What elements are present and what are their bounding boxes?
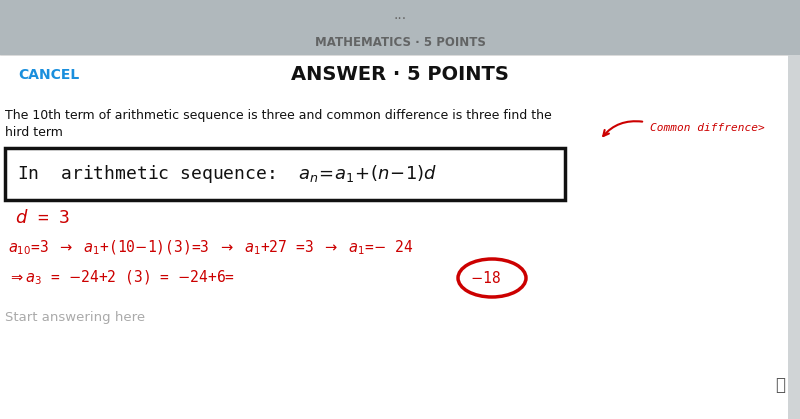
Text: $\Rightarrow$$a_3$ = $-$24+2 (3) = $-$24+6=: $\Rightarrow$$a_3$ = $-$24+2 (3) = $-$24…	[8, 269, 235, 287]
Text: $-$18: $-$18	[470, 270, 501, 286]
Text: Common diffrence>: Common diffrence>	[650, 123, 765, 133]
Text: CANCEL: CANCEL	[18, 68, 79, 82]
Text: Start answering here: Start answering here	[5, 311, 145, 324]
Bar	[0, 55, 800, 419]
Text: In  arithmetic sequence:  $a_n\!=\!a_1\!+\!(n\!-\!1)d$: In arithmetic sequence: $a_n\!=\!a_1\!+\…	[17, 163, 437, 185]
Text: $a_{10}$=3 $\rightarrow$ $a_1$+(10$-$1)(3)=3 $\rightarrow$ $a_1$+27 =3 $\rightar: $a_{10}$=3 $\rightarrow$ $a_1$+(10$-$1)(…	[8, 239, 413, 257]
Text: ANSWER · 5 POINTS: ANSWER · 5 POINTS	[291, 65, 509, 85]
Bar	[5, 148, 565, 200]
Bar	[788, 55, 800, 419]
Text: ...: ...	[394, 8, 406, 22]
Text: MATHEMATICS · 5 POINTS: MATHEMATICS · 5 POINTS	[314, 36, 486, 49]
Text: The 10th term of arithmetic sequence is three and common difference is three fin: The 10th term of arithmetic sequence is …	[5, 109, 552, 122]
Text: $d$ = 3: $d$ = 3	[15, 209, 70, 227]
Text: ⤢: ⤢	[775, 376, 785, 394]
Text: hird term: hird term	[5, 127, 63, 140]
